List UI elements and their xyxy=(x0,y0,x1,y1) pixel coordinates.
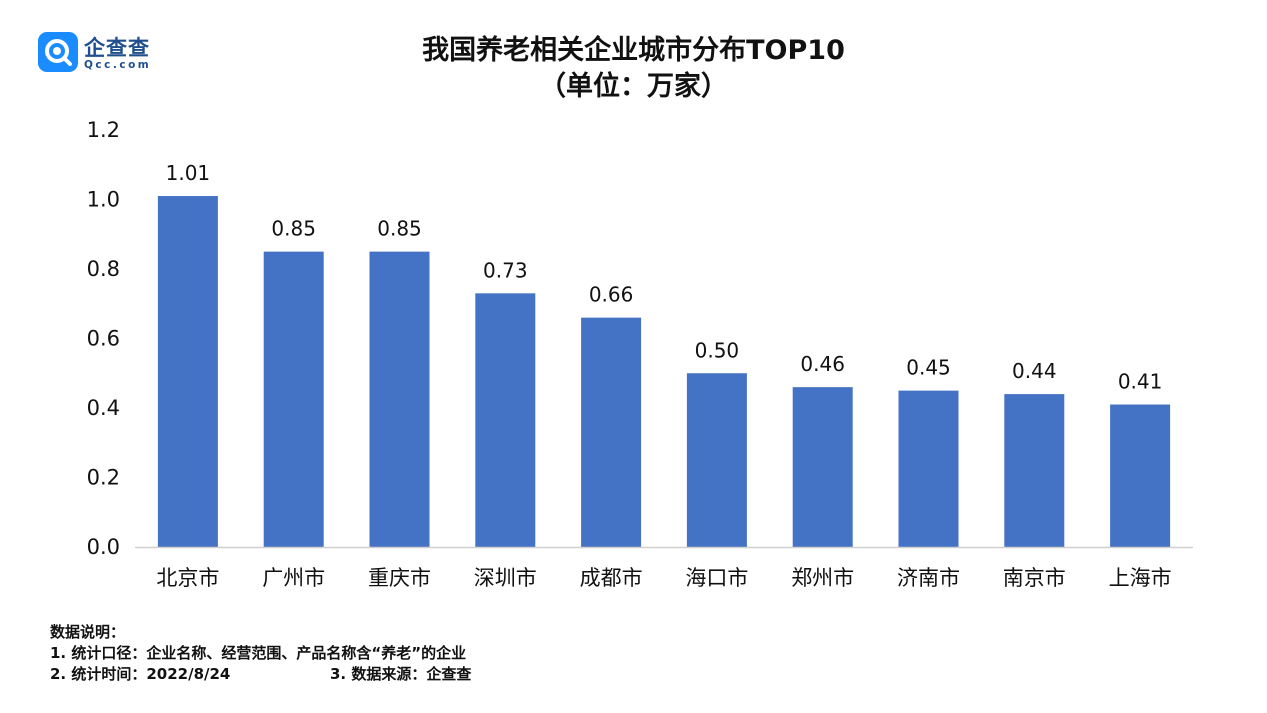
notes-time-source-row: 2. 统计时间：2022/8/24 3. 数据来源：企查查 xyxy=(50,664,471,685)
notes-scope: 1. 统计口径：企业名称、经营范围、产品名称含“养老”的企业 xyxy=(50,644,467,662)
y-tick-label: 0.2 xyxy=(87,466,120,490)
bar-value-label: 0.45 xyxy=(906,356,951,380)
bars xyxy=(157,196,1171,547)
notes-source: 3. 数据来源：企查查 xyxy=(330,665,472,683)
bar xyxy=(581,317,642,547)
bar xyxy=(1004,394,1065,547)
notes-heading: 数据说明： xyxy=(50,623,126,641)
chart-subtitle-unit: （单位：万家） xyxy=(539,71,728,102)
x-category-label: 深圳市 xyxy=(474,566,537,590)
bar-value-label: 0.50 xyxy=(695,338,740,362)
x-axis-categories: 北京市 广州市 重庆市 深圳市 成都市 海口市 郑州市 济南市 南京市 上海市 xyxy=(156,566,1171,590)
y-tick-label: 0.8 xyxy=(87,257,120,281)
qcc-logo: 企查查 Qcc.com xyxy=(38,32,168,76)
bar-value-label: 0.85 xyxy=(271,217,316,241)
bar-value-label: 0.66 xyxy=(589,283,634,307)
bar xyxy=(898,390,959,547)
logo-badge xyxy=(38,32,78,72)
y-tick-label: 1.0 xyxy=(87,188,120,212)
bar-value-label: 0.46 xyxy=(800,352,845,376)
x-category-label: 上海市 xyxy=(1109,566,1172,590)
bar xyxy=(263,251,324,547)
y-tick-label: 0.0 xyxy=(87,535,120,559)
bar-value-label: 1.01 xyxy=(166,161,211,185)
x-category-label: 郑州市 xyxy=(791,566,854,590)
chart-title: 我国养老相关企业城市分布TOP10 xyxy=(422,35,845,66)
x-category-label: 北京市 xyxy=(156,566,219,590)
y-tick-label: 0.4 xyxy=(87,396,120,420)
logo-domain: Qcc.com xyxy=(84,59,152,71)
bar-value-label: 0.73 xyxy=(483,258,528,282)
y-tick-label: 0.6 xyxy=(87,327,120,351)
x-category-label: 济南市 xyxy=(897,566,960,590)
magnifier-q-icon xyxy=(45,39,72,66)
bar-value-label: 0.41 xyxy=(1118,370,1163,394)
bar xyxy=(1110,404,1171,547)
data-labels: 1.01 0.85 0.85 0.73 0.66 0.50 0.46 0.45 0.44 0.41 xyxy=(166,161,1163,394)
bar xyxy=(369,251,430,547)
bar xyxy=(792,387,853,547)
x-category-label: 广州市 xyxy=(262,566,325,590)
notes-time: 2. 统计时间：2022/8/24 xyxy=(50,665,231,683)
bar xyxy=(686,373,747,547)
x-category-label: 成都市 xyxy=(580,566,643,590)
logo-name: 企查查 xyxy=(84,36,150,60)
bar-value-label: 0.85 xyxy=(377,217,422,241)
bar-value-label: 0.44 xyxy=(1012,359,1057,383)
bar xyxy=(475,293,536,547)
x-category-label: 海口市 xyxy=(685,566,748,590)
data-notes: 数据说明： 1. 统计口径：企业名称、经营范围、产品名称含“养老”的企业 2. … xyxy=(50,622,471,685)
y-tick-label: 1.2 xyxy=(87,118,120,142)
x-category-label: 重庆市 xyxy=(368,566,431,590)
y-axis-ticks: 0.0 0.2 0.4 0.6 0.8 1.0 1.2 xyxy=(87,118,120,559)
bar xyxy=(157,196,218,547)
x-category-label: 南京市 xyxy=(1003,566,1066,590)
